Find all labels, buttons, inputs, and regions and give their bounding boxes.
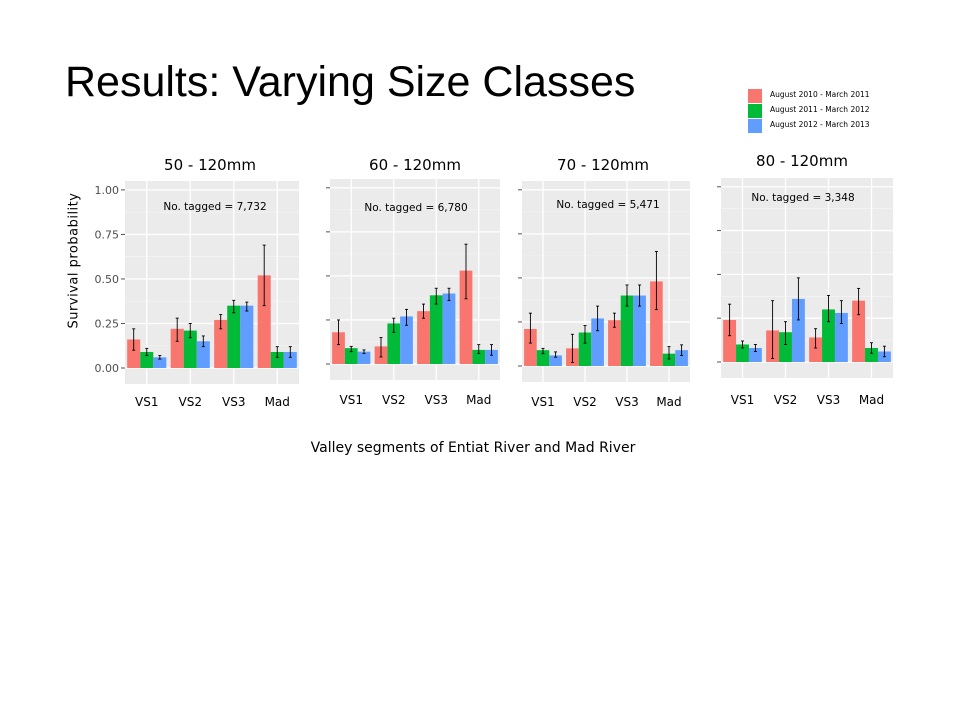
panel-title: 70 - 120mm: [557, 156, 649, 174]
bar: [524, 329, 537, 366]
bar: [662, 353, 676, 366]
x-tick-label: VS1: [731, 393, 754, 407]
bar: [257, 275, 271, 368]
panel-70-120: VS1 VS2 VS3 Mad 70 - 120mm No. tagged = 5,471: [518, 156, 690, 409]
bar: [442, 293, 456, 364]
tagged-count-annotation: No. tagged = 5,471: [556, 199, 659, 211]
bar: [834, 312, 848, 362]
y-tick-label: 0.75: [95, 228, 120, 241]
bar: [591, 318, 604, 366]
tagged-count-annotation: No. tagged = 3,348: [751, 192, 854, 204]
bar: [417, 311, 430, 364]
x-tick-label: VS2: [179, 395, 202, 409]
tagged-count-annotation: No. tagged = 6,780: [364, 202, 467, 214]
x-tick-label: Mad: [265, 395, 290, 409]
bar: [183, 330, 197, 368]
bar: [620, 295, 634, 366]
bar: [140, 351, 154, 368]
bar: [400, 316, 413, 364]
bar: [127, 339, 141, 368]
bar: [332, 332, 345, 364]
bar: [779, 332, 792, 362]
bar: [429, 295, 443, 364]
bar: [214, 319, 228, 368]
bar: [736, 344, 749, 362]
y-tick-label: 0.00: [95, 362, 120, 375]
bar: [472, 349, 486, 364]
bar: [791, 298, 805, 362]
bar: [153, 357, 167, 368]
x-tick-label: VS1: [135, 395, 158, 409]
legend-label: August 2010 - March 2011: [770, 90, 870, 99]
bar: [270, 351, 284, 368]
y-tick-label: 0.50: [95, 273, 120, 286]
panel-80-120: VS1 VS2 VS3 Mad 80 - 120mm No. tagged = 3,348: [717, 152, 893, 407]
bar: [227, 305, 241, 368]
x-axis-label: Valley segments of Entiat River and Mad …: [310, 440, 636, 456]
bar: [170, 328, 184, 368]
bar: [283, 351, 297, 368]
panel-50-120: 0.00 0.25 0.50 0.75 1.00 VS1 VS2 VS3 Mad 50 - 120…: [95, 156, 299, 409]
legend-swatch: [748, 119, 762, 133]
bar: [578, 332, 592, 366]
x-tick-label: VS1: [340, 393, 363, 407]
x-tick-label: Mad: [466, 393, 491, 407]
slide-title: Results: Varying Size Classes: [65, 58, 636, 106]
y-tick-label: 1.00: [95, 184, 120, 197]
x-tick-label: Mad: [656, 395, 681, 409]
bar: [723, 319, 737, 362]
bar: [748, 347, 762, 362]
bar: [865, 347, 878, 362]
tagged-count-annotation: No. tagged = 7,732: [163, 201, 266, 213]
panel-title: 50 - 120mm: [164, 156, 256, 174]
bar: [822, 309, 835, 362]
bar: [536, 350, 550, 366]
bar: [357, 351, 371, 364]
y-axis-label: Survival probability: [66, 192, 82, 329]
x-tick-label: VS3: [425, 393, 448, 407]
bar: [549, 355, 562, 366]
x-tick-label: VS2: [573, 395, 596, 409]
panel-60-120: VS1 VS2 VS3 Mad 60 - 120mm No. tagged = 6,780: [326, 156, 500, 407]
bar: [344, 348, 358, 364]
bar: [240, 305, 254, 368]
legend-swatch: [748, 104, 762, 118]
x-tick-label: Mad: [859, 393, 884, 407]
y-tick-label: 0.25: [95, 317, 120, 330]
x-tick-label: VS2: [774, 393, 797, 407]
bar: [459, 270, 473, 364]
legend-label: August 2011 - March 2012: [770, 105, 870, 114]
bar: [809, 337, 823, 362]
panel-title: 60 - 120mm: [369, 156, 461, 174]
bar: [633, 295, 646, 366]
bar: [387, 323, 401, 364]
bar: [196, 341, 210, 368]
x-tick-label: VS2: [382, 393, 405, 407]
bar: [608, 320, 621, 366]
legend-label: August 2012 - March 2013: [770, 120, 870, 129]
x-tick-label: VS3: [222, 395, 245, 409]
bar: [485, 349, 498, 364]
x-tick-label: VS3: [817, 393, 840, 407]
x-tick-label: VS1: [531, 395, 554, 409]
legend-swatch: [748, 89, 762, 103]
bar: [650, 281, 663, 366]
panel-title: 80 - 120mm: [756, 152, 848, 170]
x-tick-label: VS3: [615, 395, 638, 409]
bar: [852, 300, 866, 362]
bar: [675, 350, 688, 366]
